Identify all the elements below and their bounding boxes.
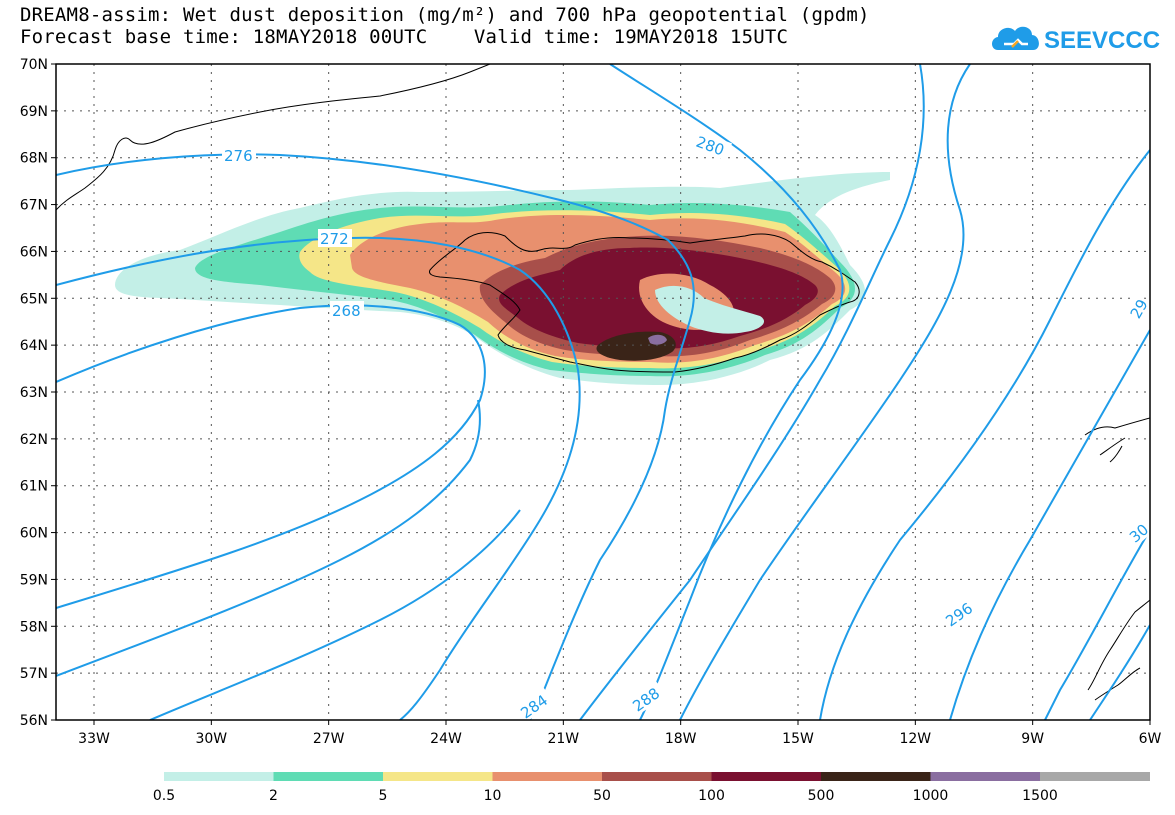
lat-label: 61N xyxy=(20,479,48,495)
colorbar-label: 0.5 xyxy=(153,788,175,804)
colorbar-swatch xyxy=(711,772,822,781)
seevccc-logo: SEEVCCC xyxy=(992,26,1160,54)
scotland-coast-islands xyxy=(1099,437,1126,463)
colorbar-swatch xyxy=(602,772,712,781)
contour-264 xyxy=(56,399,481,677)
contour-300-b xyxy=(1089,624,1150,720)
iceland-coast xyxy=(429,232,860,373)
lon-label: 30W xyxy=(195,731,227,747)
lat-label: 60N xyxy=(20,526,48,542)
longitude-labels: 33W 30W 27W 24W 21W 18W 15W 12W 9W 6W xyxy=(78,731,1161,747)
contour-label-276: 276 xyxy=(224,147,253,165)
lon-label: 6W xyxy=(1139,731,1162,747)
lat-label: 65N xyxy=(20,291,48,307)
colorbar-swatch xyxy=(1040,772,1150,781)
contour-280 xyxy=(609,64,844,720)
colorbar-swatch xyxy=(821,772,931,781)
contour-292 xyxy=(819,149,1150,720)
lat-label: 57N xyxy=(20,666,48,682)
colorbar-label: 100 xyxy=(698,788,725,804)
contour-288 xyxy=(679,64,971,720)
contour-276 xyxy=(56,153,695,720)
ireland-west-coast xyxy=(1094,667,1141,701)
lat-label: 64N xyxy=(20,338,48,354)
axis-ticks xyxy=(51,63,1151,725)
lat-label: 68N xyxy=(20,151,48,167)
lon-label: 24W xyxy=(430,731,462,747)
lon-label: 21W xyxy=(547,731,579,747)
contour-268 xyxy=(56,304,486,609)
lon-label: 27W xyxy=(313,731,345,747)
lat-label: 59N xyxy=(20,572,48,588)
contour-label-group: 276 272 268 280 284 288 296 29 30 xyxy=(222,131,1152,720)
lon-label: 15W xyxy=(782,731,814,747)
contour-label-29x: 29 xyxy=(1127,296,1152,322)
lat-label: 62N xyxy=(20,432,48,448)
deposition-1000 xyxy=(648,334,667,345)
graticule xyxy=(56,64,1150,720)
contour-300 xyxy=(1044,529,1150,720)
colorbar-label: 10 xyxy=(484,788,502,804)
lat-label: 69N xyxy=(20,104,48,120)
colorbar: 0.5 2 5 10 50 100 500 1000 1500 xyxy=(153,772,1150,804)
lat-label: 56N xyxy=(20,713,48,729)
chart-title: DREAM8-assim: Wet dust deposition (mg/m²… xyxy=(20,4,870,26)
lat-label: 63N xyxy=(20,385,48,401)
logo-text: SEEVCCC xyxy=(1044,27,1160,54)
contour-296 xyxy=(949,329,1150,720)
lon-label: 33W xyxy=(78,731,110,747)
contour-label-268: 268 xyxy=(332,302,361,320)
colorbar-label: 1500 xyxy=(1022,788,1058,804)
colorbar-label: 50 xyxy=(593,788,611,804)
contour-label-272: 272 xyxy=(320,230,349,248)
colorbar-swatch xyxy=(492,772,603,781)
lon-label: 18W xyxy=(665,731,697,747)
colorbar-swatch xyxy=(383,772,493,781)
colorbar-swatch xyxy=(164,772,274,781)
lat-label: 70N xyxy=(20,57,48,73)
colorbar-label: 1000 xyxy=(913,788,949,804)
latitude-labels: 70N 69N 68N 67N 66N 65N 64N 63N 62N 61N 60N 59N 58N 5… xyxy=(20,57,48,729)
lon-label: 9W xyxy=(1021,731,1044,747)
chart-subtitle: Forecast base time: 18MAY2018 00UTC Vali… xyxy=(20,26,789,48)
coastlines xyxy=(56,64,1150,701)
lat-label: 58N xyxy=(20,619,48,635)
colorbar-swatch xyxy=(273,772,384,781)
lon-label: 12W xyxy=(899,731,931,747)
cloud-logo-icon xyxy=(992,26,1039,50)
greenland-coast xyxy=(56,64,491,211)
colorbar-label: 500 xyxy=(808,788,835,804)
ireland-coast xyxy=(1087,599,1150,691)
geopotential-contours xyxy=(56,64,1150,720)
contour-272 xyxy=(56,236,581,720)
deposition-low-core-inner xyxy=(655,285,765,334)
lat-label: 66N xyxy=(20,244,48,260)
lat-label: 67N xyxy=(20,198,48,214)
colorbar-label: 2 xyxy=(269,788,278,804)
contour-264-b xyxy=(149,509,521,720)
colorbar-label: 5 xyxy=(379,788,388,804)
colorbar-swatch xyxy=(930,772,1041,781)
contour-284 xyxy=(579,64,925,720)
